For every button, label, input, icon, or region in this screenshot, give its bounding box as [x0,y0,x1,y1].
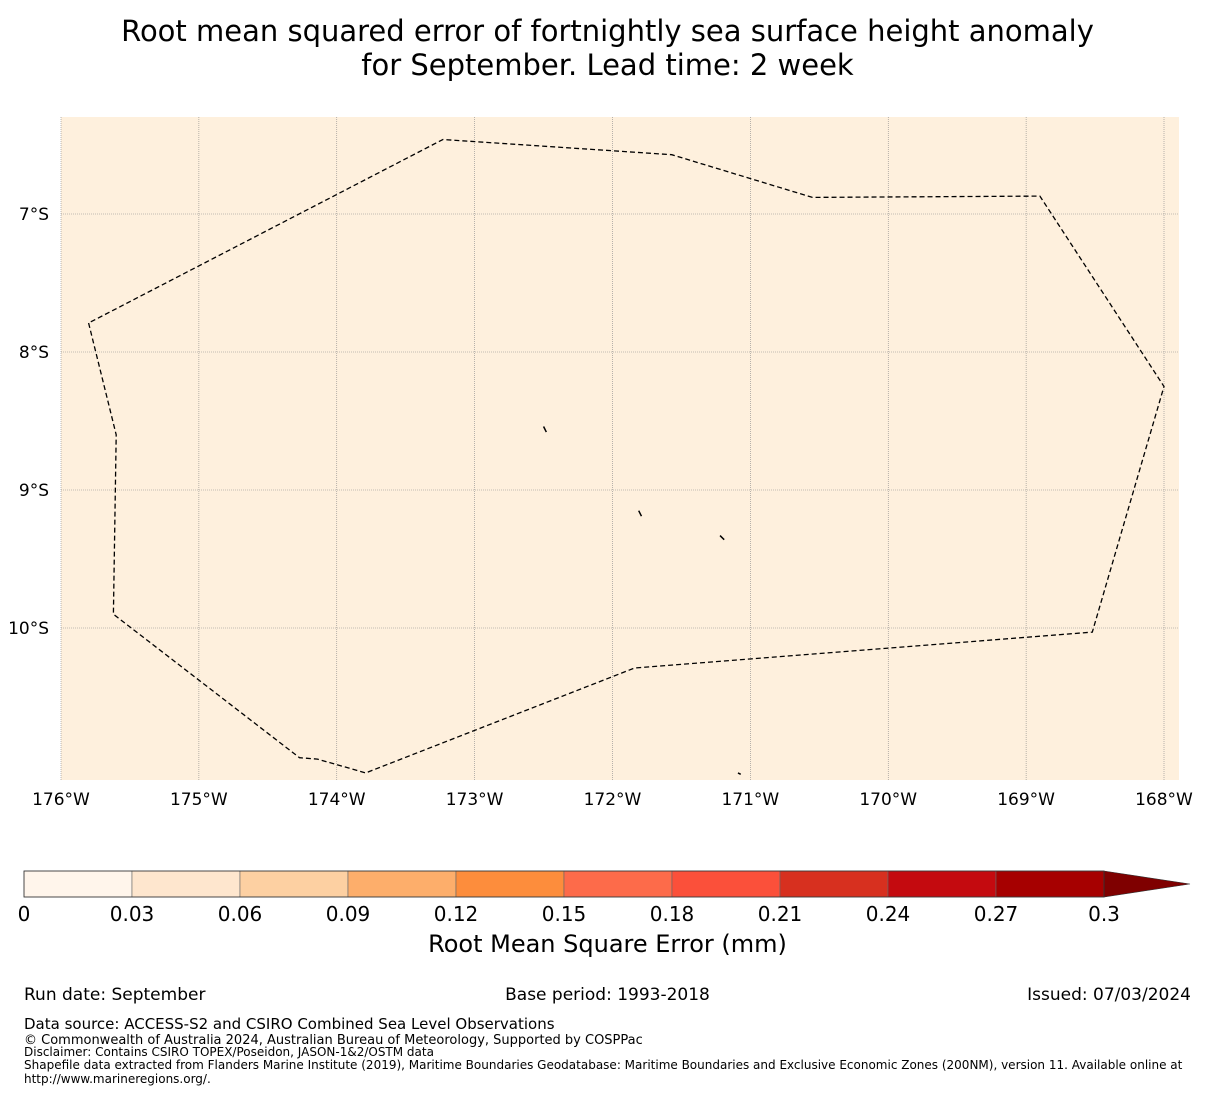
disclaimer: Disclaimer: Contains CSIRO TOPEX/Poseido… [24,1045,434,1059]
shapefile-credit-line-2: http://www.marineregions.org/. [24,1072,211,1086]
title-line-1: Root mean squared error of fortnightly s… [121,14,1094,48]
colorbar-tick-label: 0.15 [542,902,587,926]
colorbar-segment [347,870,457,898]
colorbar-tick-label: 0 [18,902,31,926]
colorbar-tick-label: 0.18 [650,902,695,926]
colorbar-segment [563,870,673,898]
lon-tick-label: 172°W [584,790,642,810]
colorbar-label: Root Mean Square Error (mm) [428,930,787,958]
colorbar-segment [23,870,133,898]
map-svg: 176°W 175°W 174°W 173°W 172°W 171°W 170°W 169°W… [8,117,1193,926]
data-source: Data source: ACCESS-S2 and CSIRO Combine… [24,1015,555,1033]
colorbar-frame [23,870,1105,898]
map-background [61,117,1179,780]
island [737,772,742,775]
shapefile-credit-line-1: Shapefile data extracted from Flanders M… [24,1058,1183,1072]
chart-title: Root mean squared error of fortnightly s… [0,14,1215,82]
colorbar-tick-label: 0.21 [758,902,803,926]
colorbar-tick-label: 0.03 [110,902,155,926]
island [719,535,725,541]
lat-tick-label: 10°S [8,619,49,639]
lon-tick-label: 176°W [32,790,90,810]
eez-boundary [87,138,1165,774]
colorbar-segment [887,870,997,898]
colorbar-tick-label: 0.06 [218,902,263,926]
colorbar-segment [779,870,889,898]
colorbar-tick-label: 0.24 [866,902,911,926]
colorbar-tick-label: 0.09 [326,902,371,926]
colorbar-segment [131,870,241,898]
lat-tick-label: 7°S [19,205,49,225]
lon-tick-label: 168°W [1135,790,1193,810]
lon-tick-label: 169°W [997,790,1055,810]
lon-tick-label: 170°W [859,790,917,810]
colorbar-segment [239,870,349,898]
island [542,426,547,433]
lon-tick-label: 174°W [308,790,366,810]
lon-tick-label: 175°W [170,790,228,810]
issued-date: Issued: 07/03/2024 [1027,985,1191,1005]
colorbar-segment [995,870,1105,898]
lon-tick-label: 171°W [721,790,779,810]
lat-tick-label: 8°S [19,343,49,363]
colorbar-tick-label: 0.12 [434,902,479,926]
run-date: Run date: September [24,985,206,1005]
colorbar-extend-arrow [1103,870,1191,898]
island [638,510,643,517]
title-line-2: for September. Lead time: 2 week [361,48,854,82]
colorbar-tick-label: 0.3 [1088,902,1120,926]
colorbar-segment [455,870,565,898]
colorbar-tick-label: 0.27 [974,902,1019,926]
copyright: © Commonwealth of Australia 2024, Austra… [24,1033,643,1048]
colorbar-segment [671,870,781,898]
lon-tick-label: 173°W [446,790,504,810]
lat-tick-label: 9°S [19,481,49,501]
base-period: Base period: 1993-2018 [505,985,710,1005]
